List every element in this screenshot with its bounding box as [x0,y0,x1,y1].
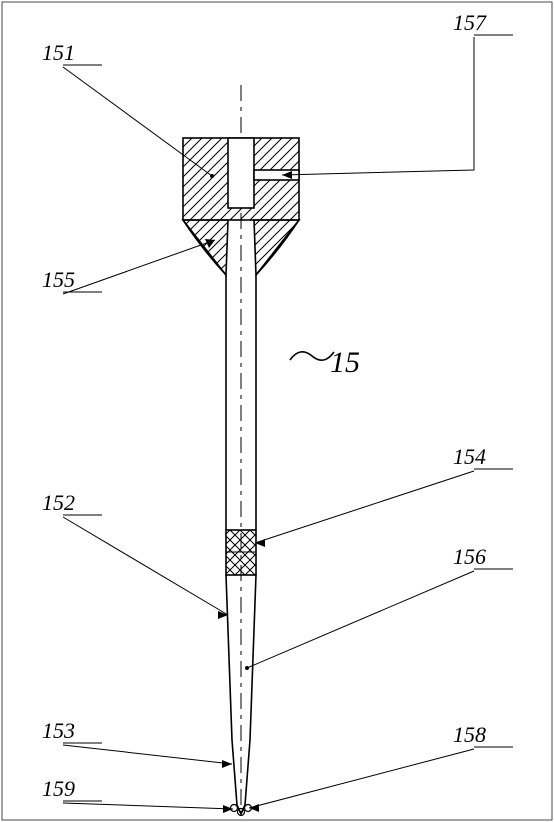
leader-152 [63,517,228,615]
leader-157 [282,37,474,175]
label-155: 155 [42,267,75,292]
lower-right [250,575,256,740]
ref-tilde [290,352,334,360]
neck-right [254,220,299,275]
leader-155 [63,240,215,294]
neck-left [183,220,228,275]
leader-158 [249,749,474,808]
tip-left [232,740,241,814]
label-156: 156 [453,544,486,569]
label-153: 153 [42,718,75,743]
leader-151 [63,67,212,176]
label-159: 159 [42,776,75,801]
leader-159 [63,803,233,809]
lower-left [226,575,232,740]
label-151: 151 [42,40,75,65]
tip-ball-0 [231,805,238,812]
label-154: 154 [453,444,486,469]
leader-153 [63,745,232,764]
label-152: 152 [42,490,75,515]
frame-border [2,2,552,820]
leader-154 [255,471,474,543]
label-158: 158 [453,722,486,747]
label-157: 157 [453,10,487,35]
tip-right [241,740,250,814]
leader-156 [247,571,474,668]
head-bore [228,138,254,208]
part-ref-label: 15 [330,346,360,379]
